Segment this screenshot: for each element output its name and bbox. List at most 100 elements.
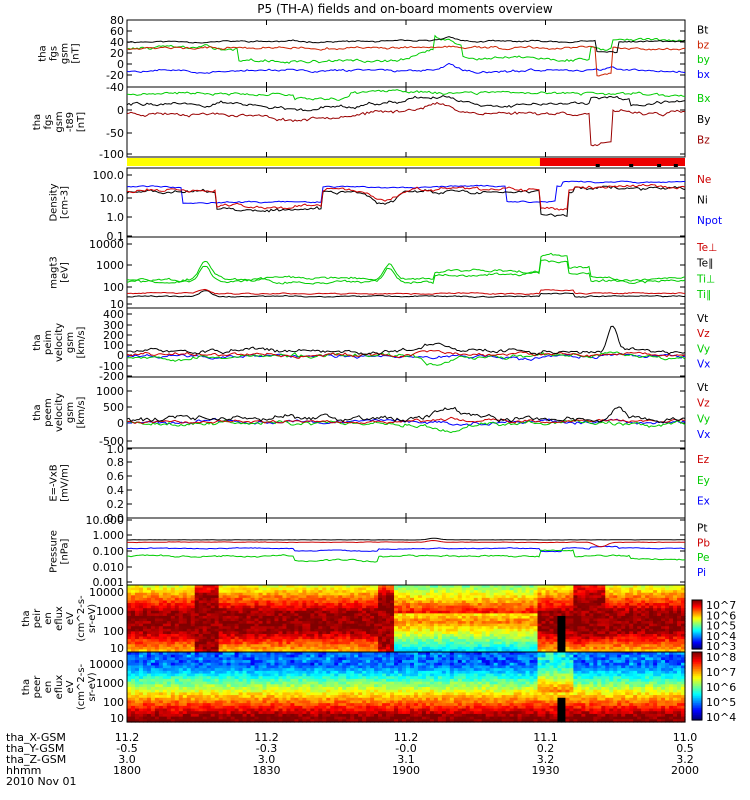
- y-tick-label: 1.000: [93, 529, 125, 542]
- y-axis-label: tha: [32, 334, 43, 350]
- panel-efield: 1.00.80.60.40.20.0E=-VxB [mV/m]EzEyEx: [49, 443, 710, 525]
- panels: 806040200-20-40tha fgs gsm [nT]Btbzbybx0-50…: [21, 14, 736, 725]
- mode-marker: [674, 164, 678, 167]
- legend-Ne: Ne: [697, 174, 711, 186]
- y-tick-label: 10.000: [86, 514, 125, 527]
- y-tick-label: 0: [117, 104, 124, 117]
- y-axis-label: [nT]: [71, 43, 82, 63]
- legend-Bt: Bt: [697, 25, 708, 37]
- y-axis-label: gsm: [54, 111, 65, 132]
- y-axis-label: (cm^2-s-: [76, 595, 87, 642]
- y-tick-label: 0: [117, 417, 124, 430]
- legend-Vt: Vt: [697, 382, 708, 394]
- y-axis-label: [nPa]: [60, 538, 71, 564]
- y-axis-label: [eV]: [60, 262, 71, 283]
- y-axis-label: Density: [49, 183, 60, 221]
- y-axis-label: tha: [38, 45, 49, 61]
- y-tick-label: 100: [103, 696, 124, 709]
- legend-Vx: Vx: [697, 359, 710, 371]
- y-axis-label: tha: [21, 679, 32, 695]
- series-line-Ti⊥: [127, 253, 685, 281]
- panel-pressure: 10.0001.0000.1000.0100.001Pressure [nPa]P…: [49, 514, 711, 589]
- y-tick-label: 0.6: [107, 470, 125, 483]
- legend-Te∥: Te∥: [696, 258, 713, 270]
- panel-frame: [127, 377, 685, 448]
- legend-Ni: Ni: [697, 194, 708, 206]
- y-axis-label: eflux: [54, 606, 65, 631]
- y-tick-label: 500: [103, 401, 124, 414]
- y-axis-label: sr-eV): [87, 604, 98, 633]
- legend-Vz: Vz: [697, 328, 710, 340]
- legend-Ez: Ez: [697, 454, 710, 466]
- heatmap-peer_eflux: [127, 652, 686, 723]
- panel-fgs_t89: 0-50-100tha fgs gsm -t89 [nT]BxByBz: [32, 87, 710, 161]
- y-axis-label: sr-eV): [87, 672, 98, 701]
- legend-Ey: Ey: [697, 475, 710, 487]
- heatmap-peir_eflux: [127, 585, 686, 653]
- legend-By: By: [697, 114, 710, 126]
- y-axis-label: fgs: [43, 114, 54, 129]
- y-tick-label: 0.8: [107, 456, 125, 469]
- y-tick-label: -50: [106, 127, 124, 140]
- y-axis-label: en: [43, 612, 54, 625]
- y-axis-label: [cm-3]: [60, 186, 71, 219]
- mode-marker: [657, 164, 661, 167]
- legend-Npot: Npot: [697, 215, 722, 227]
- y-axis-label: tha: [32, 404, 43, 420]
- legend-Pi: Pi: [697, 567, 706, 579]
- y-tick-label: 1000: [96, 385, 124, 398]
- legend-Bx: Bx: [697, 93, 710, 105]
- y-axis-label: eV: [65, 612, 76, 625]
- y-tick-label: 100: [103, 625, 124, 638]
- y-tick-label: 10000: [89, 238, 124, 251]
- y-tick-label: 10: [110, 712, 124, 725]
- y-tick-label: 1000: [96, 677, 124, 690]
- colorbar-peir_eflux: 10^710^610^510^410^3: [692, 599, 736, 653]
- panel-peem_velocity: 10005000-500tha peem velocity gsm [km/s]VtVz…: [32, 377, 710, 448]
- legend-Vy: Vy: [697, 413, 710, 425]
- series-line-bz: [127, 46, 685, 76]
- legend-Vy: Vy: [697, 343, 710, 355]
- panel-frame: [127, 518, 685, 585]
- y-axis-label: [km/s]: [76, 326, 87, 358]
- y-axis-label: peem: [43, 398, 54, 426]
- y-axis-label: peir: [32, 608, 43, 628]
- y-axis-label: [nT]: [76, 112, 87, 132]
- series-line-bx: [127, 63, 685, 73]
- legend-Pe: Pe: [697, 552, 709, 564]
- series-line-Ti∥: [127, 260, 685, 284]
- panel-frame: [127, 448, 685, 518]
- y-tick-label: 1000: [96, 605, 124, 618]
- y-axis-label: eV: [65, 680, 76, 693]
- legend-Vt: Vt: [697, 313, 708, 325]
- panel-peim_velocity: 4003002001000-100-200tha peim velocity gsm[…: [32, 308, 710, 383]
- y-tick-label: 10: [110, 642, 124, 655]
- y-tick-label: -200: [99, 370, 124, 383]
- series-line-Ni: [127, 186, 685, 216]
- series-line-Ne: [127, 184, 685, 210]
- series-line-By: [127, 96, 685, 111]
- series-line-Pb: [127, 541, 685, 547]
- legend-Ex: Ex: [697, 496, 710, 508]
- legend-Vx: Vx: [697, 429, 710, 441]
- y-axis-label: [mV/m]: [60, 464, 71, 502]
- series-line-Pt: [127, 538, 685, 540]
- y-axis-label: [km/s]: [76, 396, 87, 428]
- y-tick-label: 100: [103, 281, 124, 294]
- y-axis-label: tha: [32, 114, 43, 130]
- y-tick-label: 10000: [89, 586, 124, 599]
- y-axis-label: gsm: [65, 332, 76, 353]
- y-tick-label: 100.0: [93, 169, 125, 182]
- y-tick-label: 1000: [96, 259, 124, 272]
- y-axis-label: fgs: [49, 46, 60, 61]
- y-tick-label: 0.100: [93, 545, 125, 558]
- series-line-Vt: [127, 326, 685, 355]
- legend-bx: bx: [697, 69, 710, 81]
- mode-segment: [540, 158, 685, 166]
- y-axis-label: gsm: [60, 43, 71, 64]
- y-axis-label: -t89: [65, 112, 76, 132]
- legend-Pb: Pb: [697, 537, 710, 549]
- y-axis-label: velocity: [54, 393, 65, 432]
- y-axis-label: tha: [21, 610, 32, 626]
